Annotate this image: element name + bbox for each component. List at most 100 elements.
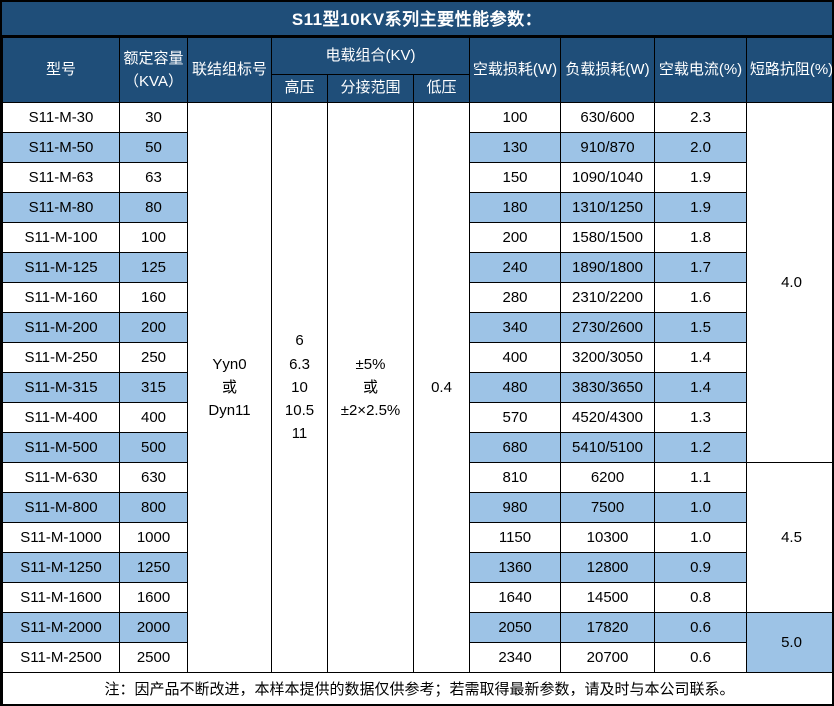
cell-capacity: 63: [119, 162, 188, 193]
table-row: S11-M-500 500 680 5410/5100 1.2: [2, 432, 833, 463]
cell-no-load-loss: 200: [469, 222, 561, 253]
cell-tap-range: ±5% 或 ±2×2.5%: [327, 102, 414, 673]
header-cell-impedance: 短路抗阻(%): [746, 37, 832, 103]
cell-no-load-loss: 100: [469, 102, 561, 133]
cell-no-load-loss: 180: [469, 192, 561, 223]
header-cell-model: 型号: [2, 37, 120, 103]
cell-capacity: 160: [119, 282, 188, 313]
cell-model: S11-M-50: [2, 132, 120, 163]
cell-load-loss: 3830/3650: [560, 372, 655, 403]
cell-load-loss: 3200/3050: [560, 342, 655, 373]
cell-no-load-current: 0.8: [654, 582, 747, 613]
cell-no-load-current: 2.0: [654, 132, 747, 163]
cell-no-load-loss: 570: [469, 402, 561, 433]
header-cell-hv: 高压: [271, 74, 328, 103]
cell-model: S11-M-100: [2, 222, 120, 253]
cell-load-loss: 2310/2200: [560, 282, 655, 313]
cell-model: S11-M-63: [2, 162, 120, 193]
cell-model: S11-M-30: [2, 102, 120, 133]
cell-no-load-loss: 280: [469, 282, 561, 313]
cell-no-load-loss: 2340: [469, 642, 561, 673]
cell-model: S11-M-1000: [2, 522, 120, 553]
table-row: S11-M-125 125 240 1890/1800 1.7: [2, 252, 833, 283]
cell-model: S11-M-800: [2, 492, 120, 523]
cell-no-load-current: 1.0: [654, 522, 747, 553]
cell-load-loss: 7500: [560, 492, 655, 523]
cell-no-load-current: 1.9: [654, 162, 747, 193]
table-row: S11-M-2000 2000 2050 17820 0.6 5.0: [2, 612, 832, 673]
cell-model: S11-M-125: [2, 252, 120, 283]
cell-no-load-current: 1.1: [654, 462, 747, 493]
table-row: S11-M-30 30 Yyn0 或 Dyn11 6 6.3 10 10.5 11 ±5…: [2, 102, 832, 673]
cell-no-load-current: 0.6: [654, 642, 747, 673]
cell-model: S11-M-400: [2, 402, 120, 433]
table-row: S11-M-63 63 150 1090/1040 1.9: [2, 162, 833, 193]
cell-no-load-current: 1.8: [654, 222, 747, 253]
cell-no-load-loss: 130: [469, 132, 561, 163]
cell-impedance: 5.0: [746, 612, 832, 673]
table-footer: 注：因产品不断改进，本样本提供的数据仅供参考；若需取得最新参数，请及时与本公司联…: [2, 672, 832, 704]
table-row: S11-M-1000 1000 1150 10300 1.0: [2, 522, 833, 553]
cell-load-loss: 12800: [560, 552, 655, 583]
cell-capacity: 1000: [119, 522, 188, 553]
cell-capacity: 500: [119, 432, 188, 463]
cell-model: S11-M-250: [2, 342, 120, 373]
cell-no-load-current: 1.5: [654, 312, 747, 343]
cell-capacity: 200: [119, 312, 188, 343]
cell-no-load-current: 1.7: [654, 252, 747, 283]
table-row: S11-M-200 200 340 2730/2600 1.5: [2, 312, 833, 343]
cell-no-load-current: 0.9: [654, 552, 747, 583]
table-row: S11-M-630 630 810 6200 1.1 4.5: [2, 462, 832, 613]
cell-model: S11-M-630: [2, 462, 120, 493]
cell-capacity: 315: [119, 372, 188, 403]
cell-no-load-current: 1.9: [654, 192, 747, 223]
cell-no-load-loss: 1150: [469, 522, 561, 553]
table-row: S11-M-1600 1600 1640 14500 0.8: [2, 582, 833, 613]
cell-load-loss: 14500: [560, 582, 655, 613]
table-row: S11-M-80 80 180 1310/1250 1.9: [2, 192, 833, 223]
header-cell-no-load-loss: 空载损耗(W): [469, 37, 561, 103]
cell-impedance: 4.5: [746, 462, 832, 613]
cell-no-load-current: 1.6: [654, 282, 747, 313]
cell-capacity: 400: [119, 402, 188, 433]
cell-no-load-current: 1.4: [654, 342, 747, 373]
cell-hv: 6 6.3 10 10.5 11: [271, 102, 328, 673]
cell-model: S11-M-1600: [2, 582, 120, 613]
cell-no-load-current: 1.0: [654, 492, 747, 523]
cell-no-load-current: 2.3: [654, 102, 747, 133]
cell-no-load-loss: 1360: [469, 552, 561, 583]
cell-load-loss: 4520/4300: [560, 402, 655, 433]
cell-load-loss: 5410/5100: [560, 432, 655, 463]
cell-lv: 0.4: [413, 102, 470, 673]
table-row: S11-M-160 160 280 2310/2200 1.6: [2, 282, 833, 313]
cell-no-load-loss: 1640: [469, 582, 561, 613]
cell-load-loss: 1090/1040: [560, 162, 655, 193]
cell-no-load-loss: 680: [469, 432, 561, 463]
cell-capacity: 250: [119, 342, 188, 373]
cell-model: S11-M-2000: [2, 612, 120, 643]
table-row: S11-M-2500 2500 2340 20700 0.6: [2, 642, 833, 673]
cell-capacity: 630: [119, 462, 188, 493]
cell-no-load-loss: 340: [469, 312, 561, 343]
cell-load-loss: 1580/1500: [560, 222, 655, 253]
cell-load-loss: 910/870: [560, 132, 655, 163]
cell-no-load-current: 0.6: [654, 612, 747, 643]
cell-no-load-loss: 810: [469, 462, 561, 493]
cell-capacity: 1600: [119, 582, 188, 613]
header-cell-capacity: 额定容量 （KVA）: [119, 37, 188, 103]
cell-model: S11-M-2500: [2, 642, 120, 673]
header-cell-tap-range: 分接范围: [327, 74, 414, 103]
header-cell-no-load-current: 空载电流(%): [654, 37, 747, 103]
header-cell-connection: 联结组标号: [187, 37, 272, 103]
footer-note: 注：因产品不断改进，本样本提供的数据仅供参考；若需取得最新参数，请及时与本公司联…: [2, 672, 832, 704]
table-row: S11-M-100 100 200 1580/1500 1.8: [2, 222, 833, 253]
cell-load-loss: 1890/1800: [560, 252, 655, 283]
cell-capacity: 30: [119, 102, 188, 133]
cell-no-load-loss: 240: [469, 252, 561, 283]
cell-no-load-current: 1.2: [654, 432, 747, 463]
cell-impedance: 4.0: [746, 102, 832, 463]
cell-model: S11-M-80: [2, 192, 120, 223]
header-cell-lv: 低压: [413, 74, 470, 103]
cell-no-load-loss: 150: [469, 162, 561, 193]
